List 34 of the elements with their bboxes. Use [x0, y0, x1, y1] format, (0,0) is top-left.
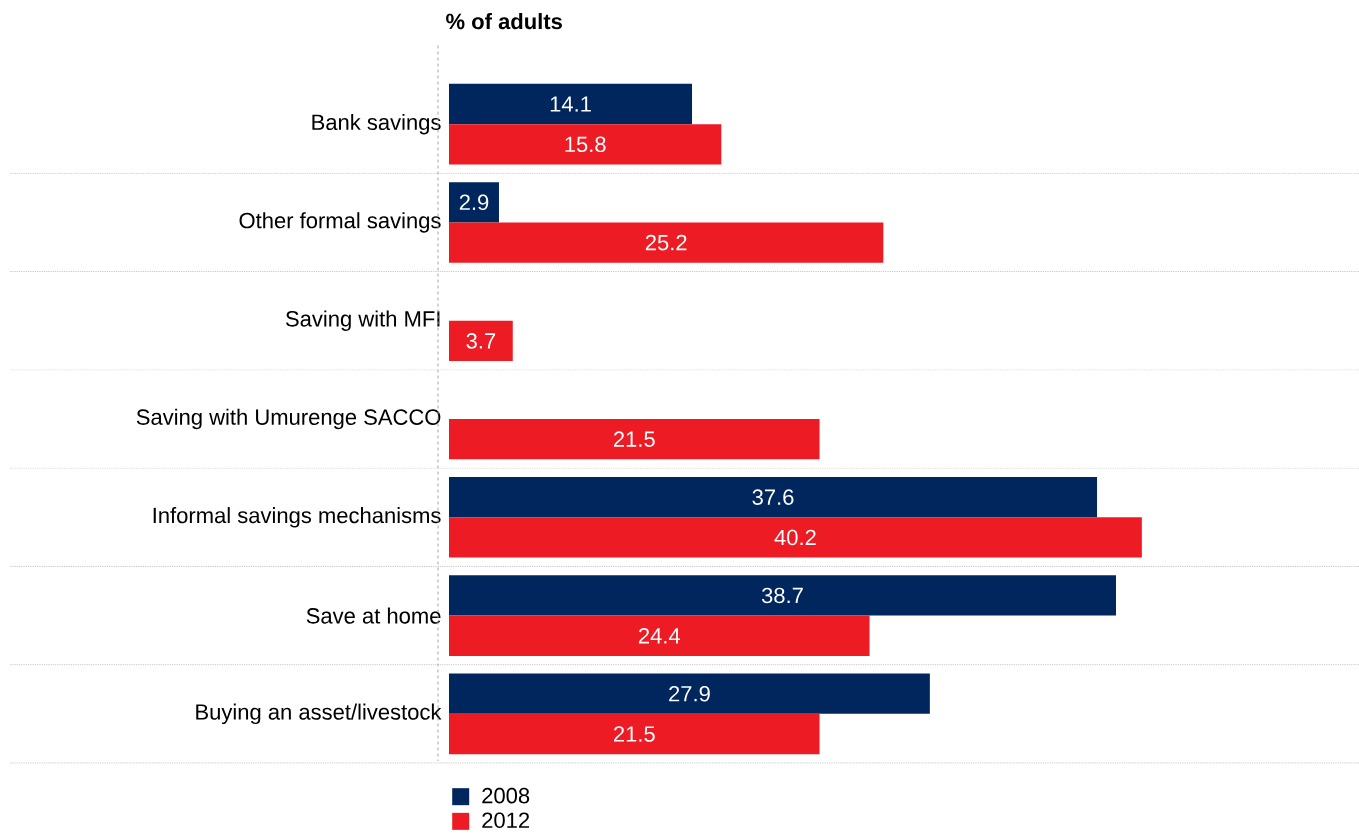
data-label: 3.7: [466, 333, 496, 349]
y-tick-label: Informal savings mechanisms: [153, 507, 441, 528]
y-tick-label: Saving with Umurenge SACCO: [136, 408, 441, 430]
legend-label: 2012: [482, 812, 530, 829]
data-label: 2.9: [459, 194, 489, 211]
bar: [449, 713, 820, 755]
y-tick-label: Buying an asset/livestock: [196, 703, 442, 725]
bar: [449, 673, 930, 714]
bar: [449, 477, 1098, 518]
data-label: 38.7: [761, 587, 803, 604]
data-label: 24.4: [638, 628, 681, 644]
data-label: 15.8: [565, 136, 606, 153]
bar: [449, 182, 499, 223]
y-tick-label: Bank savings: [312, 113, 441, 135]
legend-label: 2008: [482, 787, 530, 804]
y-tick-label: Save at home: [306, 607, 441, 624]
data-label: 14.1: [550, 96, 591, 112]
bar: [449, 320, 513, 362]
chart-title: % of adults: [446, 13, 562, 30]
bar: [449, 83, 693, 125]
bar: [449, 124, 722, 165]
y-tick-label: Other formal savings: [239, 212, 441, 233]
y-tick-label: Saving with MFI: [285, 310, 440, 331]
data-label: 37.6: [752, 489, 794, 505]
bar: [449, 517, 1142, 558]
bar: [449, 419, 820, 460]
data-label: 27.9: [669, 685, 710, 702]
data-label: 21.5: [613, 431, 655, 447]
bar: [449, 222, 884, 263]
data-label: 25.2: [645, 234, 687, 251]
bar: [449, 615, 870, 656]
data-label: 21.5: [613, 726, 655, 742]
data-label: 40.2: [774, 529, 816, 546]
bar: [449, 575, 1116, 616]
